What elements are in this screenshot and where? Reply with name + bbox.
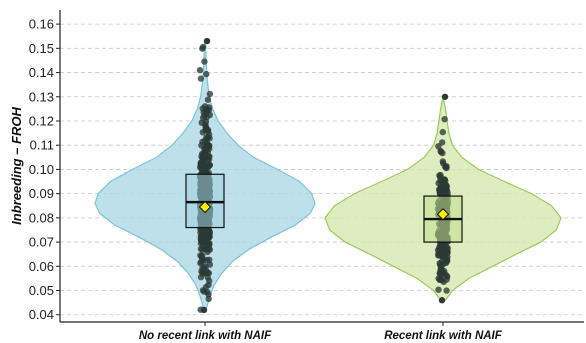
data-point [435,286,442,293]
data-point [437,276,445,283]
x-category-label: Recent link with NAIF [384,330,503,342]
x-category-label: No recent link with NAIF [139,330,272,342]
y-tick-label: 0.15 [29,41,54,56]
data-point [442,163,449,171]
data-point [204,127,212,134]
mean-marker [436,208,450,221]
data-point [197,245,205,252]
data-point [436,172,443,179]
y-tick-label: 0.14 [29,65,54,80]
data-point [202,121,209,128]
y-tick-label: 0.09 [29,186,54,201]
data-point [439,139,446,146]
data-point [439,158,446,165]
data-point [198,142,205,149]
y-tick-label: 0.11 [30,138,54,153]
data-point [205,163,212,170]
data-point [199,45,206,52]
mean-marker [198,200,212,214]
data-point [206,261,214,268]
data-point [203,37,211,45]
y-axis-title: Inbreeding – FROH [9,107,24,225]
y-tick-label: 0.08 [29,210,54,225]
box-layer [185,173,463,243]
data-point [438,297,446,304]
data-point [435,186,443,193]
data-point [206,241,213,248]
data-point [197,75,205,82]
data-point [206,90,214,98]
violin-layer [94,41,562,311]
data-point [437,148,445,155]
data-point [441,116,448,123]
y-tick-label: 0.12 [29,113,54,128]
y-tick-label: 0.06 [29,259,54,274]
data-point [437,177,444,184]
data-point [203,114,210,121]
data-point [202,235,210,242]
data-point [443,243,450,251]
data-point [441,93,449,100]
data-point [204,288,211,296]
data-point [204,106,211,113]
y-tick-label: 0.05 [29,283,54,298]
data-point [435,252,442,259]
data-point [443,287,450,294]
y-tick-label: 0.04 [29,307,54,322]
data-point [436,260,443,267]
data-point [436,270,443,277]
data-point [201,152,209,159]
y-tick-label: 0.16 [29,17,54,32]
data-point [444,249,451,257]
data-point [436,243,444,251]
data-point [198,167,206,174]
y-tick-label: 0.13 [29,89,54,104]
data-point [196,67,204,74]
data-point [439,128,446,136]
data-point [205,143,212,150]
y-tick-label: 0.10 [29,162,54,177]
data-point [201,270,208,277]
data-point [203,134,210,141]
data-point [201,58,208,65]
axis-layer: 0.04 0.05 0.06 0.07 0.08 0.09 0.10 0.11 0.12 0.13… [29,10,584,342]
data-point [441,187,448,194]
data-point [199,256,206,263]
data-point [203,70,210,78]
data-point [204,96,212,103]
data-point [200,306,208,314]
data-point [205,269,213,277]
data-point [205,295,212,302]
data-point [204,248,211,256]
y-tick-label: 0.07 [29,235,54,250]
